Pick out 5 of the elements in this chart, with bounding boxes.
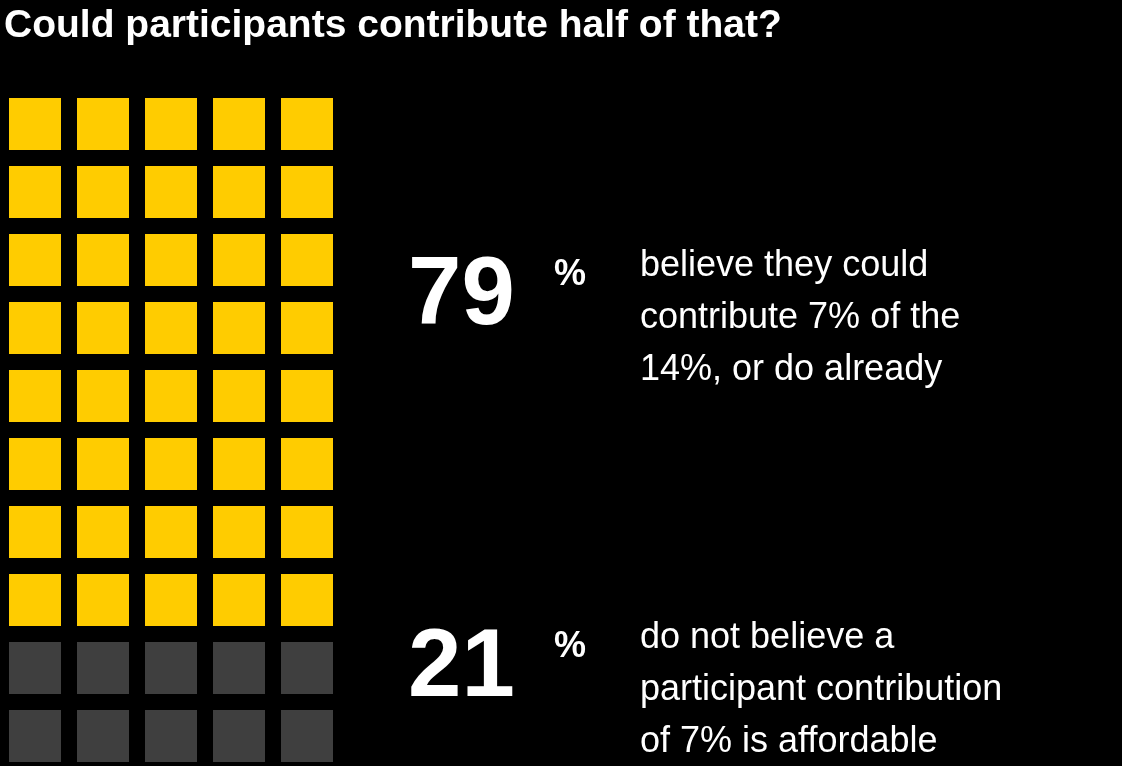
category-label: do not believe a participant contribution of 7% is affordable xyxy=(640,614,1004,762)
category-label: believe they could contribute 7% of the 14%, or do already xyxy=(640,242,962,390)
data-label: 21 % xyxy=(408,609,587,716)
text: Could participants contribute half of that? xyxy=(4,2,782,46)
data-label: 79 % xyxy=(408,237,587,344)
